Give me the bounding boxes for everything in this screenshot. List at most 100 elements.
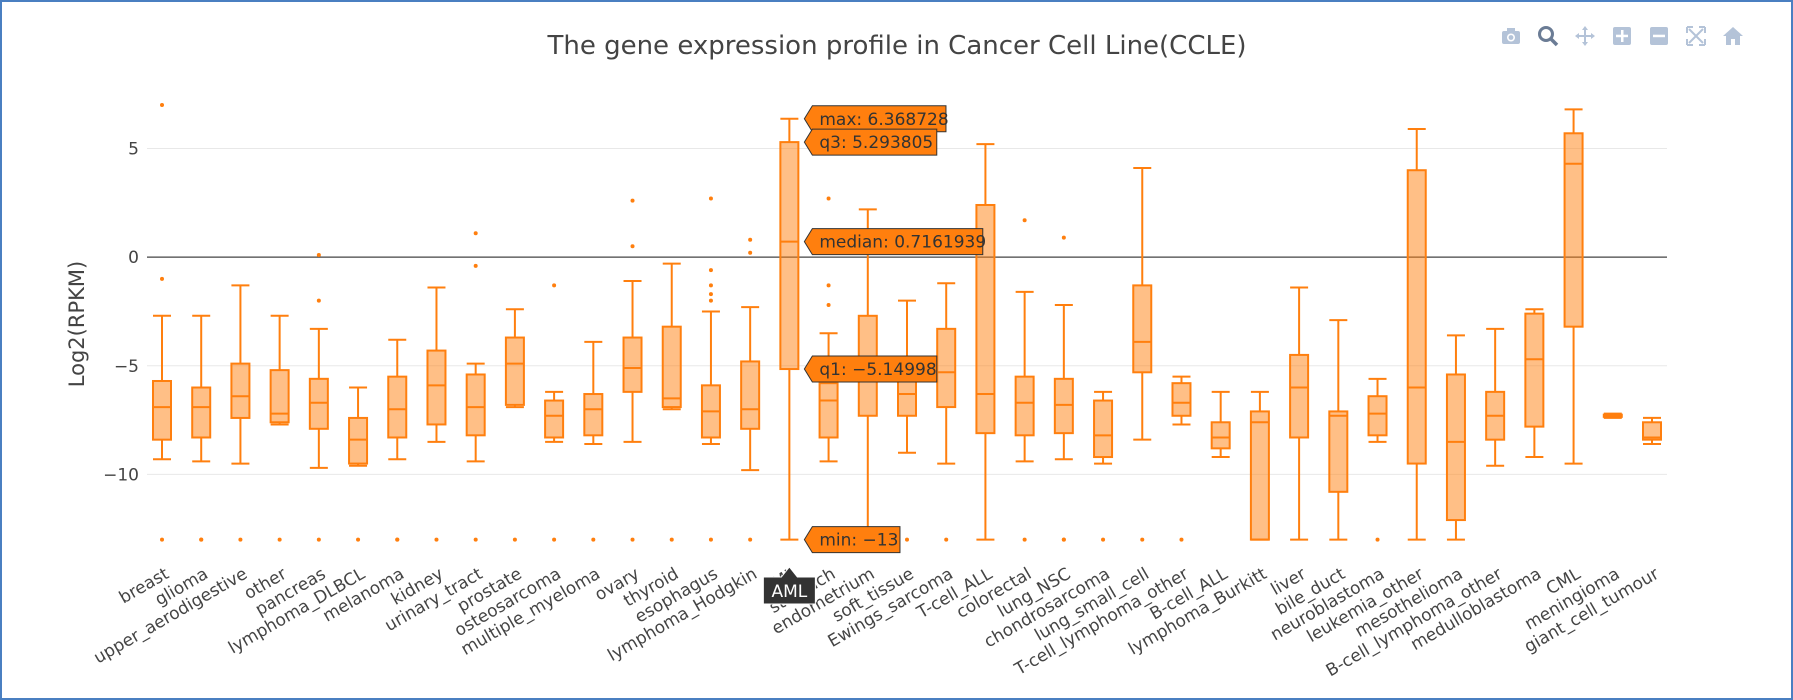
camera-button[interactable] [1492,22,1529,50]
box-lung_small_cell [1132,167,1153,542]
outlier-point [160,537,164,542]
outlier-point [1375,537,1380,542]
hover-label-q1: q1: −5.14998 [803,355,938,383]
reset-axes-button[interactable] [1714,22,1751,50]
box-iqr [622,336,643,393]
box-chondrosarcoma [1093,390,1114,542]
box-iqr [1053,377,1074,435]
hover-label-box [803,228,984,256]
chart-title: The gene expression profile in Cancer Ce… [546,31,1246,61]
box-bile_duct [1328,319,1349,541]
box-iqr [1563,132,1584,328]
box-iqr [975,203,996,435]
hover-label-box [803,526,901,554]
zoom-button[interactable] [1529,22,1566,50]
reset-axes-icon [1722,27,1743,45]
box-iqr [504,336,525,406]
outlier-point [1022,537,1027,542]
hover-category-text: AML [771,582,807,602]
outlier-point [1101,537,1106,542]
box-osteosarcoma [544,283,565,542]
pan-button[interactable] [1566,22,1603,50]
x-tick-labels: breastgliomaupper_aerodigestiveotherpanc… [90,564,1662,681]
box-iqr [1642,421,1662,441]
hover-label-text: min: −13 [819,531,898,551]
zoom-in-icon [1612,27,1631,45]
outlier-point [905,537,909,542]
hover-label-box [803,128,938,156]
box-liver [1289,286,1310,541]
box-Ewings_sarcoma [936,282,957,542]
zoom-in-button[interactable] [1603,22,1640,50]
box-iqr [1524,312,1545,428]
outlier-point [826,283,831,288]
box-thyroid [661,262,682,542]
outlier-point [708,283,713,288]
pan-icon [1574,26,1595,46]
outlier-point [1061,235,1066,240]
box-upper_aerodigestive [230,284,251,542]
box-iqr [740,360,761,430]
box-neuroblastoma [1367,377,1388,542]
y-tick-label: −10 [103,465,139,485]
outlier-point [238,537,243,542]
box-T-cell_ALL [975,143,996,541]
box-lymphoma_Burkitt [1249,390,1270,541]
box-kidney [426,286,447,542]
hover-category-box [762,566,816,605]
box-melanoma [387,338,408,542]
box-iqr [152,379,172,441]
box-iqr [308,377,329,430]
hover-label-min: min: −13 [803,526,901,554]
box-iqr [1014,375,1035,437]
outlier-point [630,537,635,542]
outlier-point [160,276,164,281]
box-T-cell_lymphoma_other [1171,375,1192,542]
outlier-point [748,250,753,255]
box-mesothelioma [1445,334,1466,541]
y-axis-label: Log2(RPKM) [65,261,89,387]
box-iqr [583,393,604,437]
box-iqr [1093,399,1114,459]
box-iqr [269,369,290,424]
box-ovary [622,198,643,542]
outlier-point [944,537,949,542]
box-medulloblastoma [1524,308,1545,459]
box-iqr [1289,353,1310,439]
box-iqr [348,416,369,465]
box-multiple_myeloma [583,340,604,542]
outlier-point [630,244,635,249]
outlier-point [434,537,439,542]
box-B-cell_lymphoma_other [1485,327,1506,467]
box-iqr [1132,284,1153,374]
box-other [269,314,290,542]
plot-toolbar [1492,22,1751,50]
box-iqr [426,349,447,426]
box-prostate [504,308,525,542]
box-CML [1563,108,1584,465]
outlier-point [708,268,713,273]
outlier-point [748,237,753,242]
autoscale-icon [1685,26,1706,46]
outlier-point [473,231,478,236]
outlier-point [1179,537,1184,542]
hover-label-max: max: 6.368728 [803,105,949,133]
hover-label-text: q3: 5.293805 [819,133,933,153]
zoom-out-button[interactable] [1640,22,1677,50]
box-iqr [1328,410,1349,493]
box-colorectal [1014,218,1035,542]
outlier-point [512,537,517,542]
outlier-point [669,537,674,542]
box-iqr [1367,395,1388,437]
outlier-point [708,196,713,201]
box-iqr [1406,169,1427,465]
outlier-point [748,537,753,542]
box-esophagus [700,196,721,542]
hover-label-text: median: 0.7161939 [819,233,986,253]
outlier-point [1140,537,1145,542]
outlier-point [552,283,557,288]
autoscale-button[interactable] [1677,22,1714,50]
outlier-point [356,537,361,542]
